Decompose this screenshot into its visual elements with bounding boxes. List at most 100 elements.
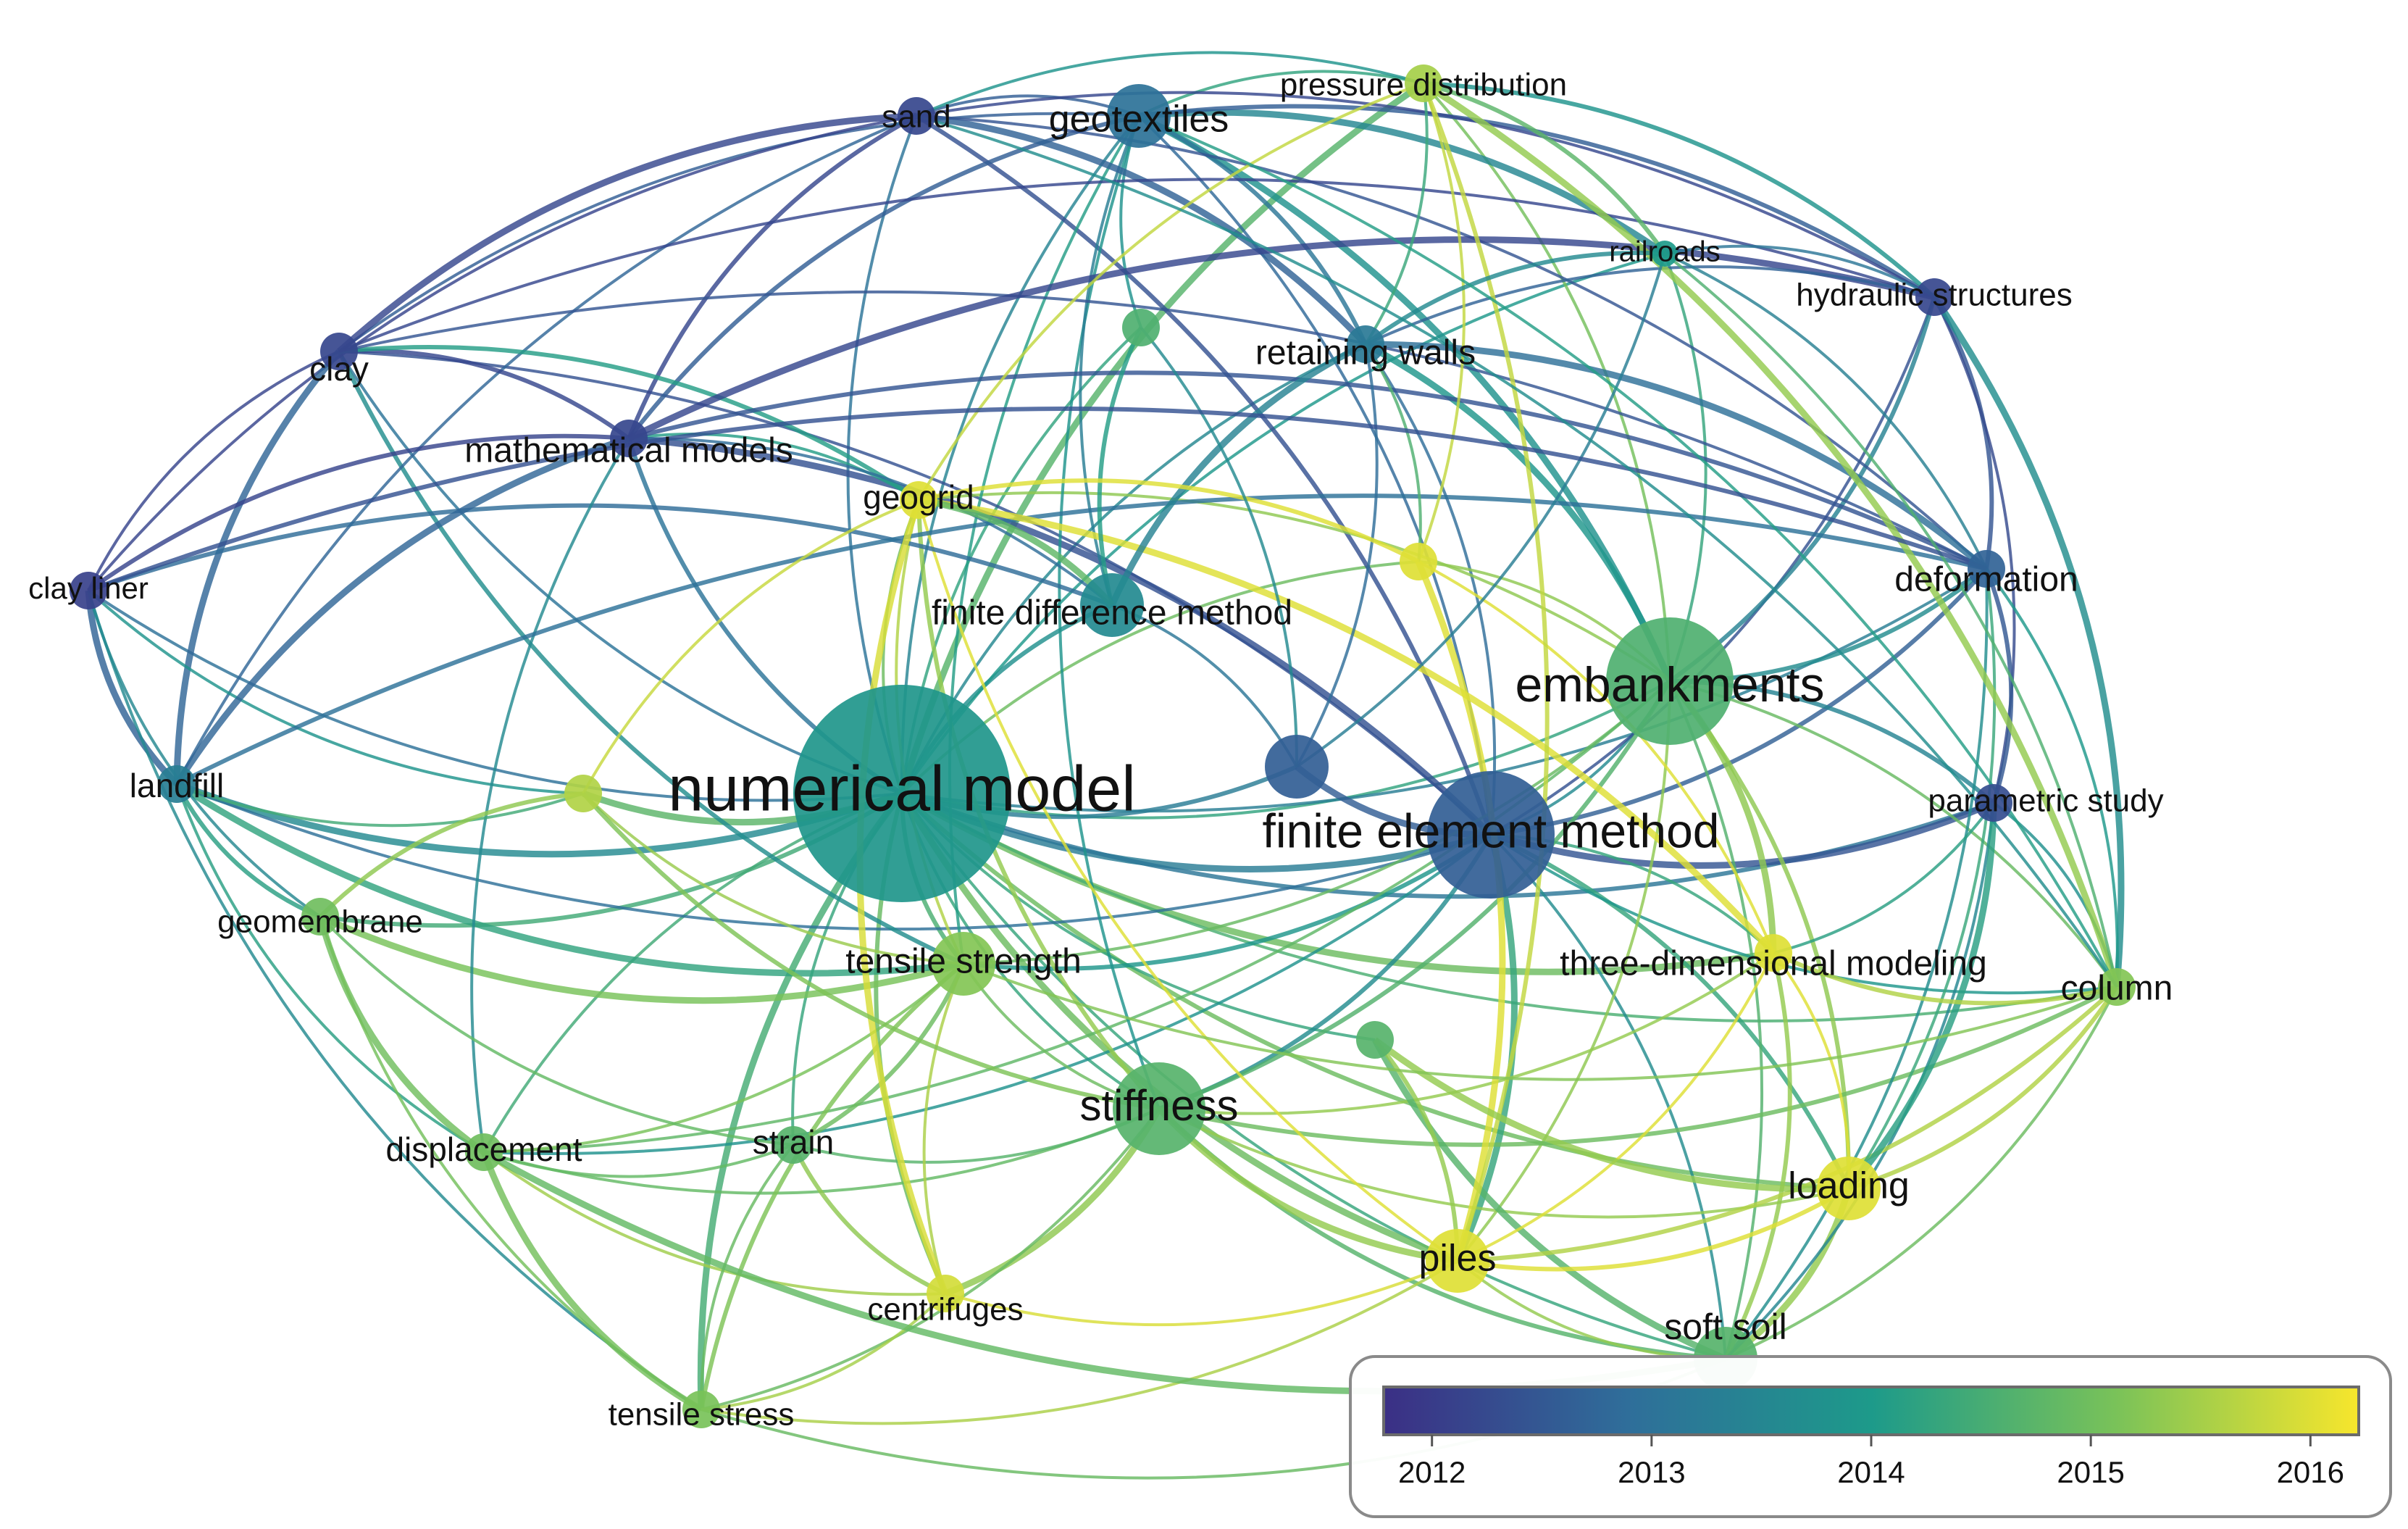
node-strain[interactable]	[774, 1126, 812, 1164]
edge-deformation-retaining-walls	[1365, 341, 1989, 572]
edge-finite-difference-method-unlabeled-b	[1111, 604, 1298, 767]
label-three-dimensional-modeling: three-dimensional modeling	[1560, 945, 1987, 983]
node-landfill[interactable]	[158, 765, 196, 803]
node-geogrid[interactable]	[900, 481, 937, 519]
edge-numerical-model-loading	[900, 791, 1849, 1191]
edge-pressure-distribution-column	[1421, 80, 2120, 988]
edge-embankments-stiffness	[1158, 680, 1672, 1111]
edge-numerical-model-soft-soil	[900, 792, 1726, 1360]
edge-clay-mathematical-models	[338, 349, 630, 441]
label-soft-soil: soft soil	[1664, 1307, 1787, 1347]
node-tensile-stress[interactable]	[682, 1391, 720, 1428]
node-finite-difference-method[interactable]	[1080, 573, 1144, 637]
edge-pressure-distribution-geogrid	[917, 82, 1424, 501]
label-hydraulic-structures: hydraulic structures	[1796, 278, 2072, 313]
node-parametric-study[interactable]	[1975, 784, 2012, 822]
node-hydraulic-structures[interactable]	[1915, 278, 1953, 316]
edge-landfill-geomembrane	[175, 783, 322, 919]
edge-hydraulic-structures-pressure-distribution	[1423, 81, 1936, 299]
node-centrifuges[interactable]	[927, 1275, 964, 1312]
edge-railroads-column	[1663, 252, 2118, 988]
node-loading[interactable]	[1817, 1157, 1881, 1220]
edge-unlabeled-e-stiffness	[581, 792, 1160, 1111]
edge-unlabeled-a-unlabeled-b	[1140, 326, 1299, 767]
color-scale: 2012 2013 2014 2015 2016	[1382, 1386, 2360, 1489]
label-geogrid: geogrid	[863, 478, 974, 516]
legend-ticks: 2012 2013 2014 2015 2016	[1398, 1435, 2344, 1489]
label-strain: strain	[753, 1123, 834, 1161]
edge-sand-mathematical-models	[627, 114, 918, 440]
node-tensile-strength[interactable]	[932, 932, 995, 996]
edge-centrifuges-geogrid	[856, 499, 949, 1295]
node-finite-element-method[interactable]	[1427, 771, 1555, 899]
node-geotextiles[interactable]	[1107, 84, 1171, 148]
label-retaining-walls: retaining walls	[1255, 334, 1476, 372]
edge-column-tensile-strength	[963, 962, 2118, 1081]
node-retaining-walls[interactable]	[1347, 325, 1384, 363]
label-geomembrane: geomembrane	[217, 904, 423, 940]
edge-tensile-strength-landfill	[175, 781, 964, 977]
node-clay-liner[interactable]	[70, 572, 107, 609]
label-stiffness: stiffness	[1080, 1081, 1239, 1130]
edge-deformation-column	[1985, 567, 2119, 988]
label-deformation: deformation	[1894, 561, 2078, 599]
node-mathematical-models[interactable]	[610, 420, 648, 457]
edge-clay-liner-geomembrane	[87, 590, 322, 918]
node-unlabeled-b[interactable]	[1265, 735, 1329, 799]
node-column[interactable]	[2098, 968, 2136, 1006]
node-unlabeled-d[interactable]	[1356, 1021, 1394, 1059]
edge-retaining-walls-unlabeled-b	[1295, 343, 1379, 767]
edge-finite-element-method-tensile-strength	[963, 833, 1492, 971]
edge-sand-clay	[336, 112, 917, 354]
legend-tick-label-2014: 2014	[1837, 1455, 1905, 1489]
label-clay: clay	[309, 350, 369, 388]
edge-numerical-model-pressure-distribution	[898, 80, 1426, 795]
edge-loading-three-dimensional-modeling	[1772, 951, 1851, 1189]
edge-finite-element-method-displacement	[483, 833, 1492, 1155]
edge-embankments-railroads	[1663, 253, 1707, 682]
node-geomembrane[interactable]	[301, 898, 339, 936]
node-unlabeled-c[interactable]	[1400, 543, 1437, 580]
node-railroads[interactable]	[1652, 241, 1678, 267]
node-numerical-model[interactable]	[793, 685, 1011, 902]
node-sand[interactable]	[898, 97, 935, 135]
edge-clay-liner-mathematical-models	[87, 433, 630, 593]
edge-embankments-geogrid	[918, 491, 1671, 683]
label-finite-difference-method: finite difference method	[932, 594, 1292, 633]
node-piles[interactable]	[1426, 1229, 1489, 1293]
edge-pressure-distribution-railroads	[1423, 81, 1667, 255]
node-deformation[interactable]	[1968, 550, 2005, 588]
node-pressure-distribution[interactable]	[1405, 64, 1442, 102]
edge-piles-geogrid	[917, 499, 1459, 1262]
edge-stiffness-strain	[793, 1107, 1160, 1164]
label-numerical-model: numerical model	[668, 752, 1136, 824]
edge-piles-loading	[1457, 1186, 1850, 1272]
edge-landfill-deformation	[175, 493, 1987, 786]
edge-tensile-strength-centrifuges	[922, 963, 965, 1294]
node-displacement[interactable]	[465, 1133, 503, 1171]
node-embankments[interactable]	[1606, 617, 1734, 745]
edge-piles-centrifuges	[945, 1259, 1458, 1327]
node-unlabeled-a[interactable]	[1122, 309, 1160, 346]
label-tensile-strength: tensile strength	[845, 943, 1082, 981]
label-piles: piles	[1419, 1238, 1497, 1280]
edge-embankments-soft-soil	[1668, 680, 1764, 1359]
edge-clay-liner-tensile-stress	[87, 590, 703, 1411]
node-clay[interactable]	[320, 333, 358, 370]
node-unlabeled-e[interactable]	[564, 775, 602, 812]
edge-numerical-model-embankments	[901, 680, 1671, 820]
edge-numerical-model-railroads	[900, 252, 1665, 795]
edge-geotextiles-clay	[338, 112, 1140, 353]
node-three-dimensional-modeling[interactable]	[1755, 934, 1792, 972]
edge-numerical-model-landfill	[175, 780, 903, 858]
edge-retaining-walls-finite-difference-method	[1108, 341, 1367, 607]
label-tensile-stress: tensile stress	[609, 1397, 795, 1433]
edge-deformation-parametric-study	[1984, 567, 2014, 804]
edge-landfill-displacement	[175, 783, 485, 1154]
edge-geomembrane-unlabeled-e	[318, 791, 584, 919]
label-clay-liner: clay liner	[28, 571, 149, 605]
edge-centrifuges-tensile-stress	[701, 1292, 947, 1411]
node-stiffness[interactable]	[1113, 1062, 1205, 1155]
edge-three-dimensional-modeling-column	[1772, 951, 2118, 1006]
